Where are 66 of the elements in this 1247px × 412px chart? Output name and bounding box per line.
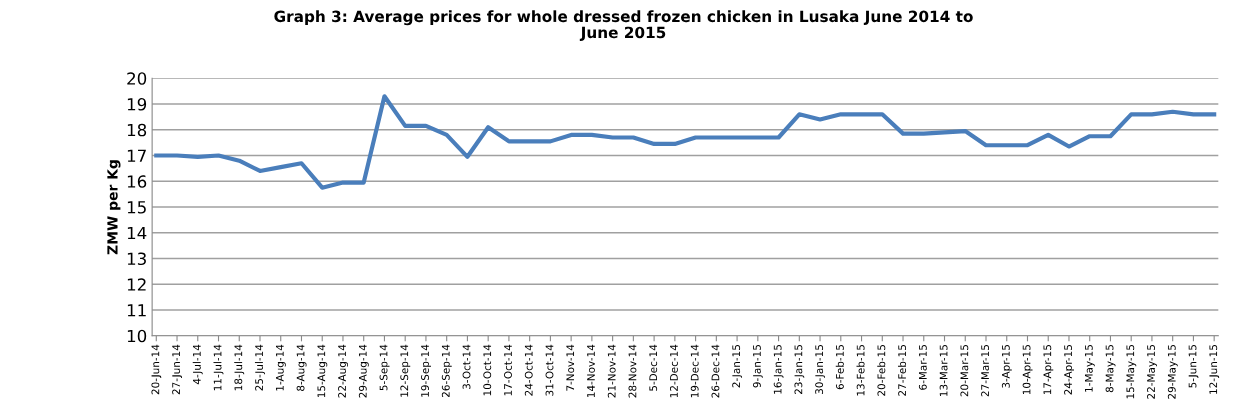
x-tick-label: 10-Oct-14: [483, 344, 492, 396]
y-tick-label: 15: [127, 201, 146, 214]
x-tick-label: 24-Oct-14: [524, 344, 533, 396]
x-tick-label: 24-Apr-15: [1064, 345, 1075, 395]
chart-title: Graph 3: Average prices for whole dressed frozen chicken in Lusaka June 2014 to June 2015: [274, 10, 973, 42]
x-tick-label: 26-Sep-14: [441, 344, 452, 398]
x-tick-label: 28-Nov-14: [628, 344, 637, 398]
y-tick-label: 19: [127, 97, 147, 111]
x-tick-label: 2-Jan-15: [732, 345, 743, 388]
x-tick-label: 14-Nov-14: [587, 344, 595, 398]
x-tick-label: 26-Dec-14: [711, 344, 720, 398]
x-tick-label: 1-May-15: [1084, 345, 1095, 392]
x-tick-label: 12-Dec-14: [670, 344, 678, 398]
x-tick-label: 3-Oct-14: [462, 344, 471, 390]
x-tick-label: 27-Jun-14: [172, 344, 182, 395]
x-tick-label: 7-Nov-14: [566, 344, 575, 391]
x-tick-label: 29-May-15: [1167, 345, 1178, 399]
x-tick-label: 12-Jun-15: [1209, 345, 1220, 394]
y-tick-label: 20: [127, 72, 147, 85]
x-tick-label: 5-Dec-14: [649, 344, 658, 391]
x-tick-label: 20-Feb-15: [877, 345, 886, 396]
x-tick-label: 12-Sep-14: [400, 344, 411, 397]
x-tick-label: 27-Mar-15: [981, 345, 990, 397]
x-tick-label: 17-Apr-15: [1043, 345, 1054, 395]
x-tick-label: 4-Jul-14: [192, 344, 203, 385]
x-tick-label: 5-Sep-14: [379, 344, 390, 391]
x-tick-label: 19-Sep-14: [421, 344, 431, 397]
x-tick-label: 15-May-15: [1126, 345, 1137, 399]
x-tick-label: 20-Mar-15: [960, 345, 969, 397]
x-tick-label: 1-Aug-14: [276, 344, 286, 391]
x-tick-label: 6-Feb-15: [835, 345, 844, 390]
x-tick-label: 13-Mar-15: [939, 345, 948, 396]
x-tick-label: 6-Mar-15: [918, 345, 927, 390]
x-tick-label: 9-Jan-15: [752, 345, 763, 388]
y-tick-label: 14: [127, 226, 147, 240]
x-tick-label: 18-Jul-14: [234, 344, 245, 391]
x-tick-label: 25-Jul-14: [254, 344, 265, 391]
line-series: [154, 94, 1217, 190]
y-tick-label: 10: [127, 329, 147, 343]
x-tick-label: 3-Apr-15: [1001, 345, 1012, 388]
x-tick-label: 30-Jan-15: [815, 345, 826, 394]
x-tick-label: 21-Nov-14: [607, 344, 616, 398]
y-tick-label: 16: [127, 175, 147, 188]
y-tick-label: 13: [127, 252, 146, 266]
x-tick-label: 11-Jul-14: [213, 344, 224, 391]
x-tick-label: 10-Apr-15: [1022, 345, 1033, 395]
x-tick-label: 23-Jan-15: [794, 345, 805, 395]
y-tick-label: 12: [127, 278, 146, 291]
x-tick-label: 15-Aug-14: [317, 344, 328, 398]
y-tick-label: 17: [127, 149, 146, 162]
x-tick-label: 22-May-15: [1147, 345, 1157, 399]
x-tick-label: 20-Jun-14: [151, 344, 162, 395]
y-axis-title: ZMW per Kg: [107, 160, 121, 255]
x-tick-label: 8-Aug-14: [296, 344, 307, 391]
x-tick-label: 13-Feb-15: [856, 345, 865, 396]
x-tick-label: 27-Feb-15: [897, 345, 907, 396]
x-tick-label: 31-Oct-14: [545, 344, 554, 396]
x-tick-label: 22-Aug-14: [338, 344, 349, 398]
x-tick-label: 17-Oct-14: [504, 344, 512, 396]
x-tick-label: 29-Aug-14: [358, 344, 369, 398]
x-tick-label: 19-Dec-14: [690, 344, 699, 398]
y-tick-label: 18: [127, 123, 147, 137]
x-tick-label: 16-Jan-15: [773, 345, 784, 394]
y-tick-label: 11: [127, 304, 146, 317]
x-tick-label: 5-Jun-15: [1188, 345, 1199, 388]
x-tick-label: 8-May-15: [1105, 345, 1116, 393]
